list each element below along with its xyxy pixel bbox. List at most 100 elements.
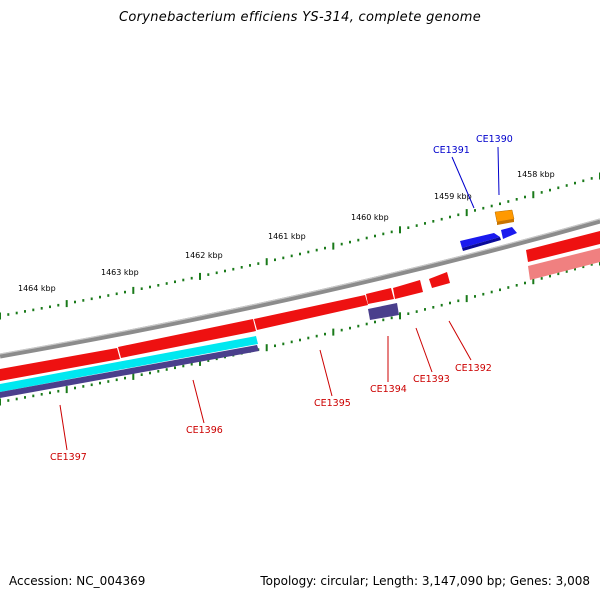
gene-block-ce1394-purple[interactable] — [368, 303, 399, 320]
inner-track-minor-tick — [590, 263, 593, 266]
accession-text: Accession: NC_004369 — [9, 574, 146, 588]
outer-track-minor-tick — [374, 234, 376, 238]
gene-block-right-pink[interactable] — [528, 248, 600, 280]
outer-track-minor-tick — [524, 195, 526, 199]
inner-track-minor-tick — [40, 393, 43, 396]
outer-track-minor-tick — [240, 266, 243, 269]
scale-label-1463: 1463 kbp — [101, 268, 139, 277]
outer-track-minor-tick — [324, 246, 326, 250]
inner-track-minor-tick — [507, 286, 510, 289]
outer-track-minor-tick — [274, 258, 276, 262]
inner-track-minor-tick — [540, 277, 543, 280]
band-cyan[interactable] — [0, 336, 258, 392]
inner-track-minor-tick — [424, 308, 426, 311]
callout-ce1391 — [451, 156, 475, 209]
outer-track-minor-tick — [357, 238, 360, 242]
outer-track-minor-tick — [574, 181, 576, 185]
gene-label-ce1392[interactable]: CE1392 — [455, 363, 492, 374]
inner-track-minor-tick — [24, 396, 26, 399]
outer-track-minor-tick — [474, 209, 476, 212]
outer-track-minor-tick — [232, 267, 235, 271]
inner-track-minor-tick — [174, 366, 176, 370]
gene-label-ce1394[interactable]: CE1394 — [370, 384, 407, 395]
inner-track-minor-tick — [357, 324, 360, 328]
gene-block-ce1394-red[interactable] — [366, 288, 394, 304]
outer-track-minor-tick — [40, 307, 43, 310]
outer-track-minor-tick — [490, 204, 493, 208]
gene-block-ce1392[interactable] — [429, 272, 450, 288]
outer-track-minor-tick — [32, 308, 35, 312]
outer-track-minor-tick — [590, 177, 593, 180]
gene-block-ce1396[interactable] — [118, 319, 256, 358]
inner-track-major-tick — [532, 277, 535, 285]
inner-track-minor-tick — [274, 344, 276, 348]
gene-label-ce1395[interactable]: CE1395 — [314, 398, 351, 409]
band-purple[interactable] — [0, 345, 259, 398]
inner-track-minor-tick — [574, 267, 576, 271]
outer-track-minor-tick — [282, 256, 285, 260]
inner-track-minor-tick — [307, 336, 310, 340]
outer-track-major-tick — [0, 312, 1, 320]
inner-track-minor-tick — [457, 299, 460, 303]
inner-track-minor-tick — [557, 272, 560, 276]
gene-block-ce1393[interactable] — [393, 280, 423, 299]
outer-track-minor-tick — [582, 179, 585, 183]
gene-block-ce1391b[interactable] — [501, 227, 517, 239]
outer-track-minor-tick — [7, 313, 10, 316]
outer-track-minor-tick — [407, 226, 410, 229]
outer-track-minor-tick — [440, 217, 443, 221]
inner-track-minor-tick — [157, 370, 160, 373]
inner-track-minor-tick — [124, 376, 126, 380]
outer-track-minor-tick — [432, 220, 435, 223]
outer-track-major-tick — [199, 272, 201, 280]
outer-track-minor-tick — [165, 282, 168, 285]
outer-track-minor-tick — [82, 299, 85, 302]
inner-track-minor-tick — [215, 357, 218, 361]
outer-track-minor-tick — [557, 186, 560, 190]
inner-track-major-tick — [332, 328, 335, 336]
inner-track-minor-tick — [190, 362, 193, 366]
inner-track-minor-tick — [32, 394, 35, 398]
outer-track-minor-tick — [174, 280, 176, 284]
scale-labels: 1458 kbp 1459 kbp 1460 kbp 1461 kbp 1462… — [18, 170, 555, 293]
gene-label-ce1390[interactable]: CE1390 — [476, 134, 513, 145]
outer-track-minor-tick — [507, 200, 510, 203]
inner-track-minor-tick — [324, 332, 326, 336]
inner-track-minor-tick — [499, 288, 501, 292]
outer-track-minor-tick — [190, 276, 193, 280]
callout-lines — [59, 146, 500, 451]
inner-track-minor-tick — [57, 389, 60, 393]
gene-label-ce1393[interactable]: CE1393 — [413, 374, 450, 385]
outer-track-minor-tick — [15, 311, 18, 315]
inner-track-major-tick — [132, 372, 135, 380]
gene-label-ce1396[interactable]: CE1396 — [186, 425, 223, 436]
gene-label-ce1391[interactable]: CE1391 — [433, 145, 470, 156]
inner-tick-track — [0, 258, 600, 406]
inner-track-minor-tick — [582, 265, 585, 269]
gene-block-ce1391a[interactable] — [460, 233, 500, 248]
outer-track-minor-tick — [340, 242, 343, 246]
genome-backbone-highlight — [0, 218, 600, 355]
outer-track-minor-tick — [415, 224, 418, 227]
outer-tick-track — [0, 172, 600, 320]
outer-track-minor-tick — [124, 290, 126, 294]
inner-track-minor-tick — [415, 310, 418, 313]
callout-ce1396 — [192, 379, 205, 424]
inner-track-minor-tick — [482, 292, 485, 296]
callout-ce1392 — [448, 320, 472, 361]
gene-block-ce1397[interactable] — [0, 348, 120, 381]
inner-track-major-tick — [465, 295, 468, 303]
outer-track-minor-tick — [299, 252, 301, 256]
inner-track-minor-tick — [90, 383, 93, 387]
inner-track-minor-tick — [474, 295, 476, 298]
inner-track-minor-tick — [107, 380, 110, 383]
inner-track-minor-tick — [82, 385, 85, 388]
gene-block-right-red[interactable] — [526, 231, 600, 262]
inner-track-minor-tick — [290, 340, 293, 344]
outer-track-minor-tick — [449, 215, 451, 219]
gene-block-ce1395[interactable] — [254, 295, 368, 330]
inner-track-minor-tick — [490, 290, 493, 294]
gene-label-ce1397[interactable]: CE1397 — [50, 452, 87, 463]
outer-track-minor-tick — [515, 198, 518, 201]
